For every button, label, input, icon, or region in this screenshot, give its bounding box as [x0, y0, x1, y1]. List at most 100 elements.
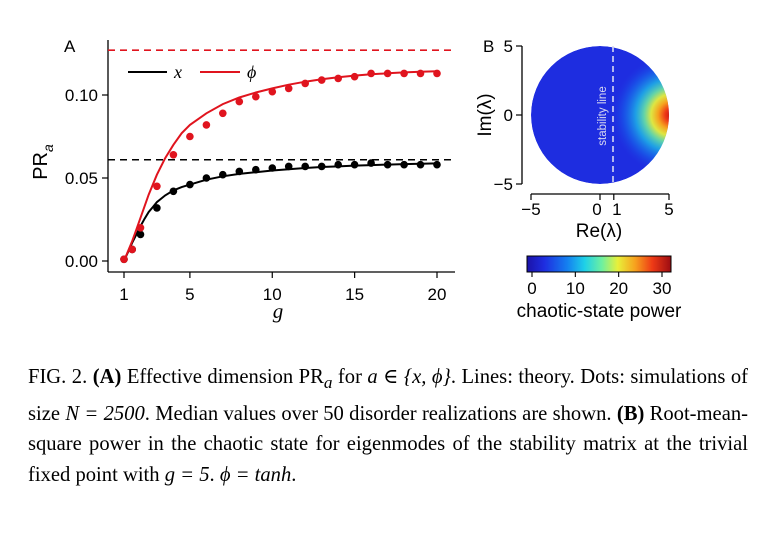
sim-point-x [186, 180, 194, 189]
sim-point-phi [219, 109, 227, 118]
legend-x-label: x [173, 62, 182, 82]
caption-a-text-2: for [332, 366, 368, 388]
sim-point-x [169, 187, 178, 196]
b-y-tick-label: −5 [494, 175, 513, 194]
colorbar-label: chaotic-state power [517, 301, 682, 322]
caption-fig-label: FIG. 2. [28, 366, 88, 388]
caption-a-text-1: Effective dimension PR [121, 366, 324, 388]
sim-point-x [433, 160, 441, 169]
colorbar-ticks: 0 10 20 30 [527, 272, 671, 298]
sim-point-x [367, 159, 375, 167]
sim-point-x [235, 167, 244, 176]
caption-b-tag: (B) [616, 402, 645, 425]
panel-b: B stability line −5 0 1 5 50−5 Re(λ) Im(λ) … [475, 37, 682, 322]
sim-point-phi [400, 69, 408, 78]
caption-b-math-phi: ϕ = tanh [219, 463, 292, 486]
sim-point-x [416, 160, 425, 169]
panel-a-x-ticks: 1 5 10 15 20 [119, 272, 446, 304]
x-tick-label: 1 [119, 285, 128, 304]
panel-a-y-ticks: 0.00 0.05 0.10 [65, 86, 108, 271]
sim-point-phi [202, 121, 211, 129]
theory-line-x [123, 162, 438, 262]
y-tick-label: 0.05 [65, 169, 98, 188]
sim-point-phi [284, 84, 293, 93]
sim-point-phi [128, 245, 136, 254]
sim-point-phi [120, 255, 128, 264]
sim-point-x [301, 162, 310, 171]
panel-b-x-label: Re(λ) [576, 221, 622, 242]
panel-b-y-label-wrap: Im(λ) [475, 93, 496, 136]
sim-point-x [400, 160, 408, 169]
b-x-tick-label: −5 [521, 200, 540, 219]
colorbar-tick-label: 20 [609, 279, 628, 298]
sim-point-x [350, 160, 359, 169]
sim-point-phi [169, 151, 178, 159]
sim-point-x [202, 174, 211, 182]
y-tick-label: 0.00 [65, 252, 98, 271]
colorbar-tick-label: 0 [527, 279, 536, 298]
caption-b-text-3: . [291, 463, 297, 486]
sim-point-phi [317, 76, 326, 84]
panel-a-x-label: g [273, 299, 284, 323]
b-y-tick-label: 5 [504, 37, 513, 56]
panel-a-y-label: PRa [30, 144, 56, 180]
sim-point-phi [334, 74, 343, 83]
sim-point-phi [350, 72, 359, 81]
panel-b-label: B [483, 37, 494, 56]
caption-b-text-2: . [209, 463, 220, 486]
eigenvalue-disk-heatmap [531, 46, 669, 184]
caption-a-text-4: . Median values over 50 disorder realiza… [144, 402, 617, 425]
sim-point-phi [235, 97, 244, 106]
panel-b-y-label: Im(λ) [475, 93, 496, 136]
stability-line-label-wrap: stability line [597, 86, 609, 145]
panel-a: A 1 5 10 15 20 0.000.050.10 x ϕ g PRa [30, 37, 455, 323]
caption-b-text-1: Root-mean-square power in the chaotic st… [28, 402, 748, 486]
panel-b-x-ticks: −5 0 1 5 [521, 194, 674, 219]
sim-point-x [383, 160, 392, 169]
disk-hot-region [531, 46, 669, 184]
colorbar-tick-label: 10 [566, 279, 585, 298]
sim-point-phi [186, 132, 194, 141]
caption-a-sub: a [323, 373, 333, 393]
sim-point-x [153, 204, 161, 212]
panel-a-series [120, 69, 441, 264]
panel-a-legend: x ϕ [128, 62, 256, 82]
colorbar-tick-label: 30 [653, 279, 672, 298]
colorbar [526, 255, 672, 273]
sim-point-phi [367, 69, 375, 78]
x-tick-label: 10 [263, 285, 282, 304]
x-tick-label: 15 [345, 285, 364, 304]
sim-point-phi [268, 87, 277, 96]
sim-point-x [334, 160, 343, 169]
panel-a-label: A [64, 37, 76, 56]
b-y-tick-label: 0 [504, 106, 513, 125]
sim-point-x [219, 170, 227, 179]
stability-line-label: stability line [597, 86, 609, 145]
sim-point-x [136, 230, 145, 239]
sim-point-x [317, 162, 326, 171]
panel-a-y-label-main: PR [30, 152, 52, 180]
sim-point-phi [301, 79, 310, 88]
sim-point-x [268, 164, 277, 172]
panel-a-y-label-sub: a [40, 144, 56, 152]
figure-caption: FIG. 2. (A) Effective dimension PRa for … [28, 362, 748, 490]
b-x-tick-label: 1 [612, 200, 621, 219]
sim-point-phi [136, 224, 145, 232]
caption-a-text-3: . Lines: theory. Dots: simulations of si… [28, 366, 748, 425]
figure: A 1 5 10 15 20 0.000.050.10 x ϕ g PRa B [30, 37, 682, 323]
y-tick-label: 0.10 [65, 86, 98, 105]
legend-phi-label: ϕ [247, 62, 256, 82]
svg-text:PRa: PRa [30, 144, 56, 180]
sim-point-phi [433, 69, 441, 78]
sim-point-x [252, 165, 260, 174]
b-x-tick-label: 0 [592, 200, 601, 219]
sim-point-phi [383, 69, 392, 78]
caption-b-math-g: g = 5 [164, 463, 210, 486]
x-tick-label: 5 [185, 285, 194, 304]
sim-point-x [284, 162, 293, 171]
caption-a-math-n: N = 2500 [65, 402, 145, 425]
caption-a-tag: (A) [92, 366, 122, 388]
b-x-tick-label: 5 [664, 200, 673, 219]
sim-point-phi [252, 92, 260, 101]
sim-point-phi [153, 182, 161, 191]
